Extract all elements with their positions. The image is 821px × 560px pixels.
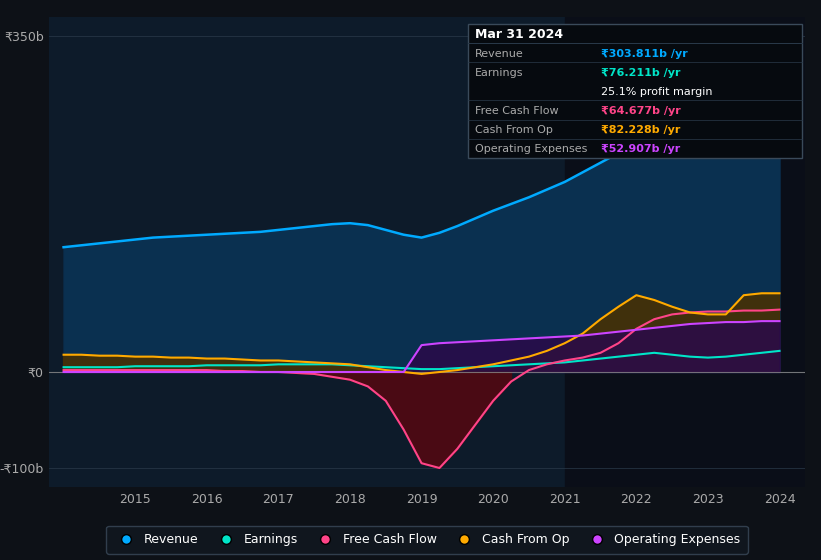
Text: 25.1% profit margin: 25.1% profit margin [601, 87, 712, 97]
Text: ₹303.811b /yr: ₹303.811b /yr [601, 49, 687, 59]
Text: Revenue: Revenue [475, 49, 523, 59]
Text: ₹82.228b /yr: ₹82.228b /yr [601, 125, 680, 135]
Text: Cash From Op: Cash From Op [475, 125, 553, 135]
Text: Earnings: Earnings [475, 68, 523, 78]
Text: Free Cash Flow: Free Cash Flow [475, 106, 558, 116]
FancyBboxPatch shape [469, 24, 802, 158]
Bar [565, 17, 805, 487]
Text: ₹52.907b /yr: ₹52.907b /yr [601, 144, 680, 155]
Text: ₹64.677b /yr: ₹64.677b /yr [601, 106, 681, 116]
Text: ₹76.211b /yr: ₹76.211b /yr [601, 68, 680, 78]
Text: Operating Expenses: Operating Expenses [475, 144, 587, 155]
Legend: Revenue, Earnings, Free Cash Flow, Cash From Op, Operating Expenses: Revenue, Earnings, Free Cash Flow, Cash … [106, 526, 748, 554]
Text: Mar 31 2024: Mar 31 2024 [475, 28, 562, 41]
